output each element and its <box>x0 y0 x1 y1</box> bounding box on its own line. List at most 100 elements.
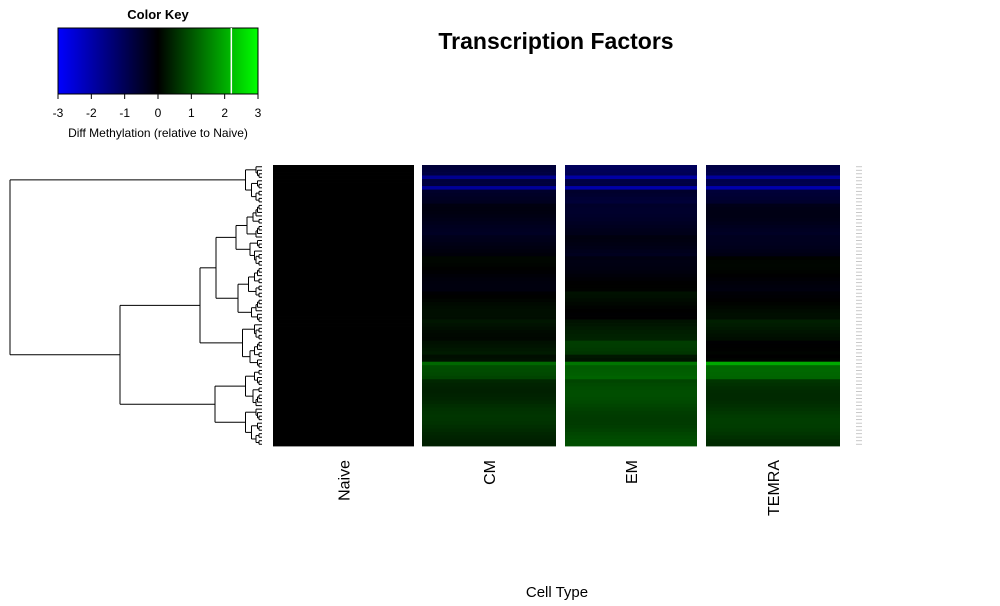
heatmap-cell <box>706 277 840 282</box>
heatmap-cell <box>273 259 414 264</box>
heatmap-cell <box>273 291 414 296</box>
heatmap-cell <box>273 431 414 436</box>
heatmap-cell <box>565 189 697 194</box>
heatmap-cell <box>565 270 697 275</box>
heatmap-cell <box>706 389 840 394</box>
heatmap-cell <box>273 347 414 352</box>
heatmap-cell <box>565 266 697 271</box>
heatmap-cell <box>422 252 556 257</box>
heatmap-cell <box>273 196 414 201</box>
heatmap-cell <box>706 175 840 180</box>
heatmap-cell <box>706 417 840 422</box>
heatmap-cell <box>565 330 697 334</box>
heatmap-cell <box>273 424 414 429</box>
heatmap-cell <box>422 386 556 391</box>
heatmap-cell <box>273 365 414 370</box>
heatmap-cell <box>422 235 556 240</box>
heatmap-cell <box>565 277 697 282</box>
heatmap-cell <box>422 333 556 338</box>
heatmap-cell <box>565 182 697 187</box>
heatmap-cell <box>706 365 840 370</box>
heatmap-cell <box>565 347 697 352</box>
heatmap-cell <box>565 428 697 433</box>
heatmap-cell <box>565 316 697 320</box>
heatmap-cell <box>273 333 414 338</box>
heatmap-cell <box>565 323 697 327</box>
heatmap-cell <box>706 340 840 345</box>
heatmap-cell <box>565 312 697 317</box>
heatmap-cell <box>422 400 556 405</box>
heatmap-cell <box>273 393 414 398</box>
heatmap-cell <box>273 358 414 363</box>
heatmap-cell <box>273 403 414 408</box>
heatmap-cell <box>273 277 414 282</box>
heatmap-cell <box>706 326 840 331</box>
heatmap-cell <box>706 424 840 429</box>
heatmap-cell <box>706 400 840 405</box>
color-key-label: Diff Methylation (relative to Naive) <box>68 126 248 140</box>
heatmap-cell <box>565 186 697 190</box>
heatmap-cell <box>706 228 840 233</box>
heatmap-cell <box>706 280 840 285</box>
heatmap-cell <box>706 284 840 289</box>
heatmap-cell <box>565 287 697 292</box>
heatmap-cell <box>706 294 840 299</box>
heatmap-cell <box>422 323 556 327</box>
column-label: Naive <box>337 460 354 501</box>
heatmap-cell <box>706 382 840 387</box>
heatmap-cell <box>706 330 840 334</box>
heatmap-cell <box>422 284 556 289</box>
heatmap-cell <box>565 375 697 380</box>
heatmap-cell <box>565 214 697 219</box>
heatmap-cell <box>422 305 556 310</box>
heatmap-cell <box>565 256 697 261</box>
heatmap-cell <box>706 393 840 398</box>
heatmap-cell <box>706 224 840 229</box>
heatmap-cell <box>422 351 556 356</box>
heatmap-cell <box>273 417 414 422</box>
heatmap-cell <box>706 217 840 222</box>
heatmap-cell <box>565 249 697 254</box>
heatmap-cell <box>565 235 697 240</box>
column-label: TEMRA <box>766 460 783 516</box>
heatmap-cell <box>422 200 556 205</box>
heatmap-cell <box>706 403 840 408</box>
heatmap-cell <box>273 179 414 183</box>
heatmap-cell <box>706 407 840 412</box>
heatmap-cell <box>706 368 840 373</box>
heatmap-cell <box>422 273 556 278</box>
heatmap-cell <box>565 414 697 419</box>
heatmap-cell <box>422 266 556 271</box>
heatmap-cell <box>706 266 840 271</box>
heatmap-cell <box>565 252 697 257</box>
color-key-tick-label: 1 <box>188 106 195 120</box>
heatmap-cell <box>422 280 556 285</box>
heatmap-cell <box>422 210 556 215</box>
heatmap-cell <box>706 193 840 198</box>
heatmap-cell <box>565 203 697 208</box>
heatmap-cell <box>706 428 840 433</box>
heatmap-cell <box>565 294 697 299</box>
heatmap-cell <box>565 280 697 285</box>
heatmap-cell <box>565 231 697 236</box>
heatmap-cell <box>422 221 556 226</box>
heatmap-cell <box>565 400 697 405</box>
heatmap-cell <box>273 294 414 299</box>
heatmap-cell <box>706 249 840 254</box>
heatmap-cell <box>565 435 697 440</box>
heatmap-cell <box>273 284 414 289</box>
heatmap-cell <box>706 231 840 236</box>
heatmap-cell <box>706 379 840 384</box>
heatmap-cell <box>706 252 840 257</box>
heatmap-cell <box>565 365 697 370</box>
heatmap-cell <box>565 210 697 215</box>
heatmap-cell <box>422 316 556 320</box>
heatmap-cell <box>422 182 556 187</box>
heatmap-cell <box>565 263 697 268</box>
heatmap-cell <box>565 389 697 394</box>
heatmap-cell <box>706 358 840 363</box>
column-labels: Naive CM EM TEMRA <box>337 460 784 516</box>
heatmap-cell <box>565 333 697 338</box>
heatmap-cell <box>706 168 840 173</box>
